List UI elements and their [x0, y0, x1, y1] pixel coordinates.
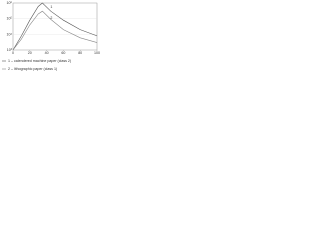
curve-label: 1 — [50, 5, 52, 9]
y-tick-label: 10⁴ — [6, 32, 12, 36]
chart: 10³ 10⁴ 10⁵ 10⁶ 0 20 40 60 80 100 1 1 – calendered … — [2, 1, 100, 71]
x-tick-label: 60 — [61, 51, 65, 55]
series-line — [12, 10, 98, 51]
x-tick-label: 80 — [78, 51, 82, 55]
plot-frame — [12, 2, 98, 51]
x-tick-label: 100 — [94, 51, 100, 55]
x-tick-label: 0 — [12, 51, 14, 55]
legend-label: 2 – lithographic paper (class 1) — [8, 67, 57, 71]
x-tick-label: 40 — [45, 51, 49, 55]
series-line — [12, 2, 98, 51]
y-tick-label: 10³ — [7, 48, 13, 52]
legend-label: 1 – calendered machine paper (class 2) — [8, 59, 71, 63]
page: {"chart_data": {"type": "line", "x": [0,… — [0, 0, 100, 79]
y-tick-label: 10⁵ — [7, 17, 13, 21]
y-tick-label: 10⁶ — [7, 1, 13, 5]
curve-label: 2 — [50, 16, 52, 20]
x-tick-label: 20 — [28, 51, 32, 55]
